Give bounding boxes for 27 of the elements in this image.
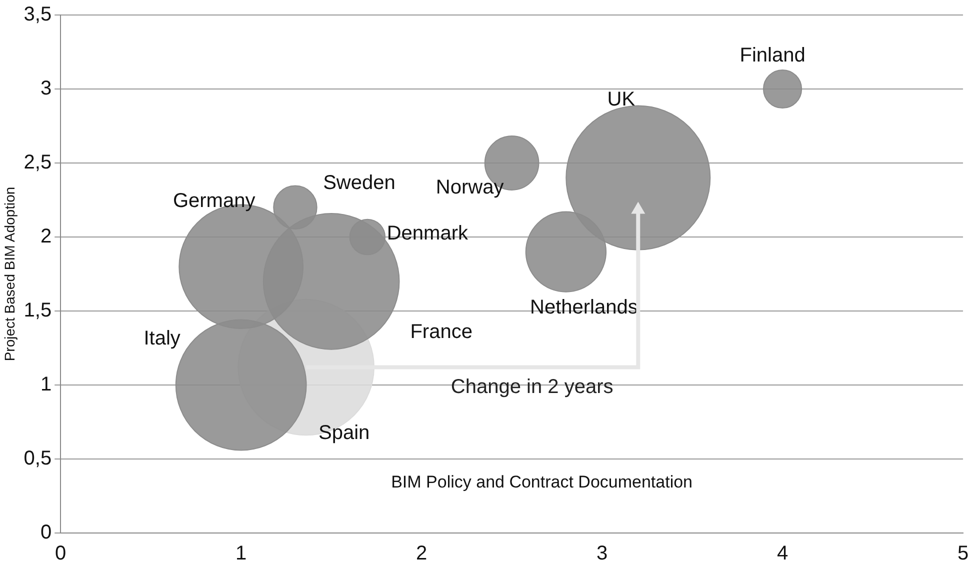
- series-label: Germany: [172, 190, 256, 212]
- y-tick-label: 3,5: [24, 4, 52, 26]
- x-tick-label: 2: [416, 542, 428, 565]
- y-tick-label: 3: [40, 78, 52, 100]
- x-tick-label: 3: [596, 542, 608, 565]
- series-label: Spain: [318, 422, 370, 444]
- y-tick-label: 0: [40, 522, 52, 544]
- annotation: Change in 2 years: [450, 376, 614, 398]
- series-label: Sweden: [323, 172, 396, 194]
- y-tick-label: 2: [40, 226, 52, 248]
- x-tick-label: 0: [55, 542, 66, 565]
- y-axis-title: Project Based BIM Adoption: [1, 186, 18, 362]
- y-tick-label: 2,5: [24, 152, 52, 174]
- y-tick-label: 1,5: [24, 300, 52, 322]
- series-label: Finland: [740, 44, 806, 67]
- x-tick-label: 4: [776, 542, 788, 565]
- x-tick-label: 5: [957, 542, 969, 565]
- y-tick-label: 0,5: [24, 448, 52, 470]
- series-label: Norway: [436, 176, 504, 199]
- x-axis-title: BIM Policy and Contract Documentation: [391, 472, 693, 492]
- series-label: France: [410, 320, 472, 343]
- x-tick-label: 1: [236, 542, 247, 565]
- series-label: UK: [607, 88, 636, 110]
- y-tick-label: 1: [40, 374, 52, 396]
- series-label: Italy: [144, 328, 180, 350]
- series-label: Denmark: [386, 222, 469, 245]
- series-label: Netherlands: [530, 296, 638, 318]
